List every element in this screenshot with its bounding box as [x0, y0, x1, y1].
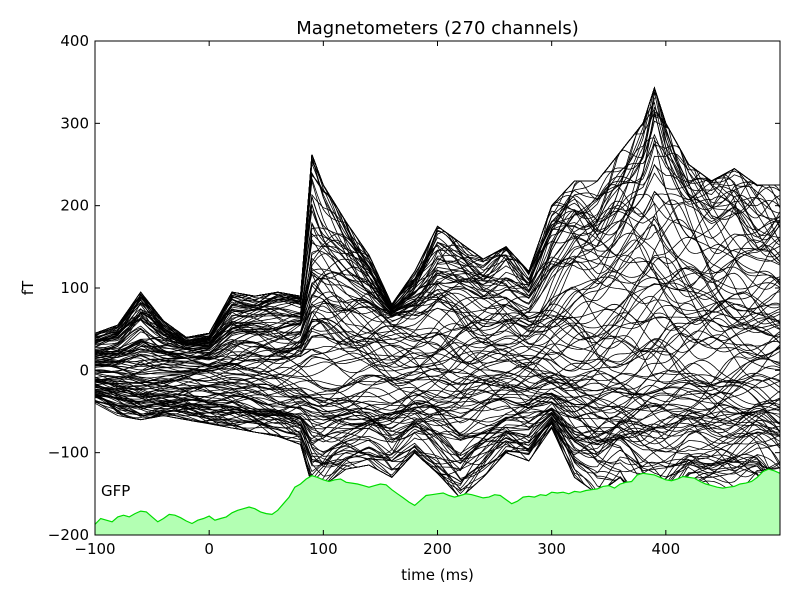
channel-trace [95, 305, 780, 385]
channel-trace [95, 283, 780, 371]
channel-trace [95, 332, 780, 392]
channel-trace [95, 332, 780, 411]
channel-trace [95, 137, 780, 354]
y-axis: −200 −100 0 100 200 300 400 [48, 32, 780, 544]
channel-trace [95, 86, 780, 341]
x-axis: −100 0 100 200 300 400 [74, 41, 680, 558]
channel-trace [95, 255, 780, 357]
y-tick-label: 0 [79, 361, 89, 379]
y-tick-label: 400 [60, 32, 89, 50]
gfp-layer [95, 468, 780, 535]
channel-trace [95, 347, 780, 413]
x-tick-label: −100 [74, 540, 115, 558]
x-axis-label: time (ms) [401, 566, 474, 584]
gfp-line [95, 468, 780, 525]
y-tick-label: 100 [60, 279, 89, 297]
channel-trace [95, 391, 780, 511]
channel-trace [95, 375, 780, 442]
channel-trace [95, 315, 780, 383]
channel-trace [95, 248, 780, 359]
gfp-area [95, 469, 780, 535]
channel-trace [95, 347, 780, 400]
channel-trace [95, 383, 780, 445]
channel-trace [95, 382, 780, 484]
channel-trace [95, 199, 780, 360]
channel-trace [95, 217, 780, 357]
channel-trace [95, 190, 780, 356]
channel-trace [95, 88, 780, 341]
channel-trace [95, 109, 780, 344]
channel-trace [95, 334, 780, 389]
y-tick-label: 200 [60, 197, 89, 215]
channel-trace [95, 328, 780, 384]
channel-trace [95, 206, 780, 358]
channel-trace [95, 374, 780, 447]
channel-trace [95, 292, 780, 375]
y-tick-label: −200 [48, 526, 89, 544]
channel-trace [95, 387, 780, 439]
channel-trace [95, 144, 780, 352]
y-tick-label: −100 [48, 444, 89, 462]
channel-trace [95, 260, 780, 368]
x-tick-label: 400 [652, 540, 681, 558]
channel-trace [95, 164, 780, 345]
channel-trace [95, 375, 780, 434]
channel-trace [95, 391, 780, 446]
chart-title: Magnetometers (270 channels) [296, 18, 579, 39]
channel-trace [95, 376, 780, 445]
channel-trace [95, 336, 780, 410]
channel-trace [95, 377, 780, 434]
channel-trace [95, 362, 780, 420]
x-tick-label: 0 [204, 540, 214, 558]
x-tick-label: 100 [309, 540, 338, 558]
channel-trace [95, 210, 780, 355]
x-tick-label: 300 [537, 540, 566, 558]
channel-trace [95, 237, 780, 358]
x-tick-label: 200 [423, 540, 452, 558]
channel-trace [95, 210, 780, 356]
channel-trace [95, 379, 780, 439]
channel-trace [95, 256, 780, 361]
channel-trace [95, 385, 780, 455]
y-axis-label: fT [19, 280, 37, 295]
channel-trace [95, 311, 780, 385]
channel-trace [95, 372, 780, 423]
channel-trace [95, 377, 780, 441]
y-tick-label: 300 [60, 114, 89, 132]
gfp-label: GFP [101, 482, 130, 500]
channel-trace [95, 204, 780, 356]
channel-trace [95, 379, 780, 443]
